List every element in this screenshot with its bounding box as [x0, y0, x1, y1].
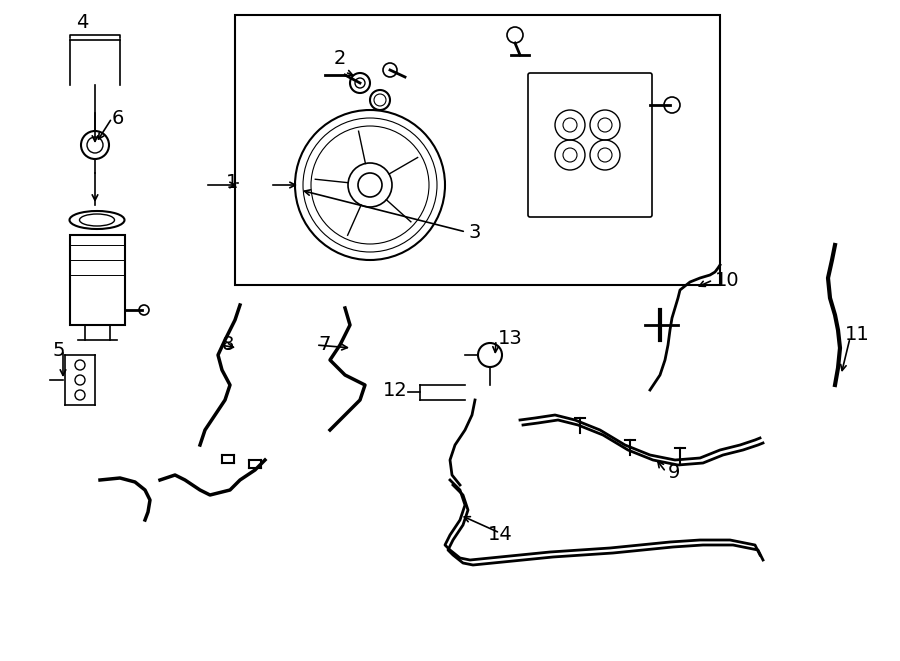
- Text: 1: 1: [226, 173, 238, 192]
- Text: 4: 4: [76, 13, 88, 32]
- FancyBboxPatch shape: [528, 73, 652, 217]
- Text: 5: 5: [52, 340, 65, 360]
- Text: 13: 13: [498, 329, 523, 348]
- Text: 9: 9: [668, 463, 680, 481]
- Text: 14: 14: [488, 525, 512, 545]
- Text: 8: 8: [222, 336, 234, 354]
- Text: 10: 10: [715, 270, 740, 290]
- Circle shape: [358, 173, 382, 197]
- Text: 11: 11: [845, 325, 869, 344]
- Bar: [235, 15, 720, 285]
- Text: 7: 7: [318, 336, 330, 354]
- Bar: [70, 235, 125, 325]
- Text: 2: 2: [334, 48, 346, 67]
- Text: 3: 3: [468, 223, 481, 241]
- Text: 12: 12: [383, 381, 408, 399]
- Text: 6: 6: [112, 108, 124, 128]
